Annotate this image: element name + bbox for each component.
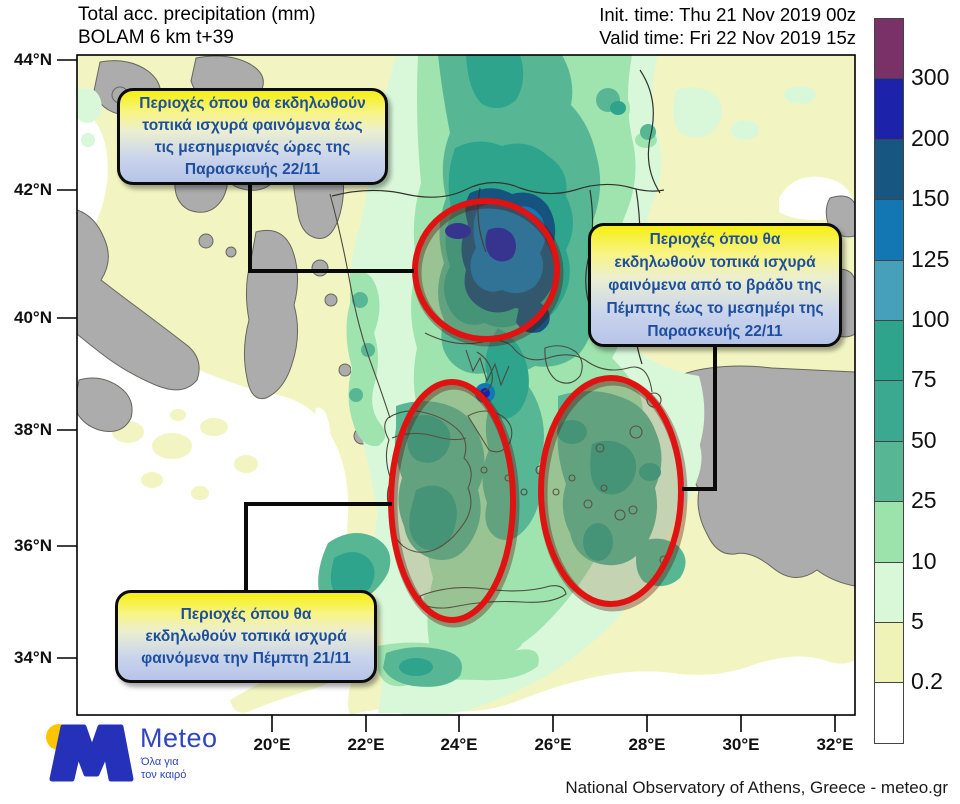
callout-text-line: Πέμπτης έως το μεσημέρι της <box>606 299 824 317</box>
callout-connectors <box>244 185 717 590</box>
legend-threshold-label: 300 <box>911 64 950 91</box>
callout-box-east: Περιοχές όπου θα εκδηλωθούν τοπικά ισχυρά… <box>588 223 842 347</box>
precip-200-300-spots <box>445 223 516 398</box>
lat-tick-label: 42°N <box>14 180 52 199</box>
lon-tick-label: 22°E <box>347 735 385 754</box>
lat-tick-label: 44°N <box>14 50 52 69</box>
lat-tick-label: 36°N <box>14 536 52 555</box>
highlight-shade <box>391 201 681 620</box>
callout-text-line: εκδηλωθούν τοπικά ισχυρά <box>614 253 816 271</box>
callout-text-line: Περιοχές όπου θα <box>649 230 781 248</box>
init-time: Init. time: Thu 21 Nov 2019 00z <box>599 4 856 25</box>
attribution-text: National Observatory of Athens, Greece -… <box>565 778 948 797</box>
highlight-ellipse-southwest <box>388 379 516 623</box>
coastlines <box>329 193 669 609</box>
callout-text-line: τοπικά ισχυρά φαινόμενα έως <box>142 116 363 134</box>
highlight-ellipses <box>388 198 688 628</box>
legend-color-segment <box>874 440 904 503</box>
highlight-ellipse-southeast <box>538 375 684 607</box>
legend-color-segment <box>874 259 904 321</box>
legend-color-segment <box>874 622 904 684</box>
connector-southwest <box>244 502 392 590</box>
lon-tick-label: 28°E <box>628 735 666 754</box>
callout-text-line: Περιοχές όπου θα <box>180 605 312 623</box>
lon-tick-label: 30°E <box>722 735 760 754</box>
legend-threshold-label: 200 <box>911 124 950 151</box>
legend-color-segment <box>874 561 904 623</box>
legend-color-segment <box>874 138 904 201</box>
callout-text-line: φαινόμενα από το βράδυ της <box>608 276 822 294</box>
logo-tagline-line1: Όλα για <box>141 756 179 768</box>
legend-color-segment <box>874 501 904 563</box>
legend-color-segment <box>874 18 904 80</box>
meteo-logo-icon <box>46 724 134 782</box>
legend-threshold-label: 0.2 <box>911 668 943 695</box>
callout-text-line: Παρασκευής 22/11 <box>647 322 783 340</box>
connector-east <box>682 347 717 491</box>
logo-m-glyph <box>49 724 134 782</box>
lat-tick-label: 34°N <box>14 648 52 667</box>
map-title-line1: Total acc. precipitation (mm) <box>78 4 316 25</box>
lat-tick-label: 40°N <box>14 308 52 327</box>
connector-north <box>248 185 414 273</box>
logo-tagline-line2: τον καιρό <box>141 768 187 781</box>
legend-threshold-label: 75 <box>911 366 937 393</box>
lat-tick-label: 38°N <box>14 420 52 439</box>
callout-text-line: Περιοχές όπου θα εκδηλωθούν <box>139 94 366 112</box>
legend-color-segment <box>874 380 904 442</box>
logo-brand-text: Meteo <box>140 723 218 753</box>
lon-tick-label: 26°E <box>534 735 572 754</box>
legend-threshold-label: 150 <box>911 185 950 212</box>
legend-threshold-label: 125 <box>911 245 950 272</box>
callout-text-line: φαινόμενα την Πέμπτη 21/11 <box>141 649 351 667</box>
legend-color-segment <box>874 199 904 261</box>
legend-color-segment <box>874 320 904 382</box>
callout-text-line: εκδηλωθούν τοπικά ισχυρά <box>145 627 347 645</box>
callout-text-line: τις μεσημεριανές ώρες της <box>154 138 351 156</box>
legend-color-segment <box>874 682 904 744</box>
map-title-line2: BOLAM 6 km t+39 <box>78 27 234 48</box>
lon-tick-label: 32°E <box>816 735 854 754</box>
legend-threshold-label: 50 <box>911 426 937 453</box>
callout-box-north: Περιοχές όπου θα εκδηλωθούν τοπικά ισχυρά… <box>117 88 388 185</box>
legend-threshold-label: 10 <box>911 547 937 574</box>
lon-tick-label: 24°E <box>440 735 478 754</box>
legend-threshold-label: 25 <box>911 487 937 514</box>
logo-tagline: Όλα για τον καιρό <box>141 756 186 781</box>
legend-threshold-label: 100 <box>911 305 950 332</box>
callout-box-southwest: Περιοχές όπου θα εκδηλωθούν τοπικά ισχυρά… <box>115 590 377 683</box>
valid-time: Valid time: Fri 22 Nov 2019 15z <box>599 27 856 48</box>
map-frame <box>76 54 856 716</box>
axis-ticks <box>57 59 836 732</box>
legend-color-segment <box>874 78 904 140</box>
lon-tick-label: 20°E <box>253 735 291 754</box>
legend-threshold-label: 5 <box>911 607 924 634</box>
highlight-ellipse-north <box>412 198 560 342</box>
callout-text-line: Παρασκευής 22/11 <box>184 160 321 178</box>
